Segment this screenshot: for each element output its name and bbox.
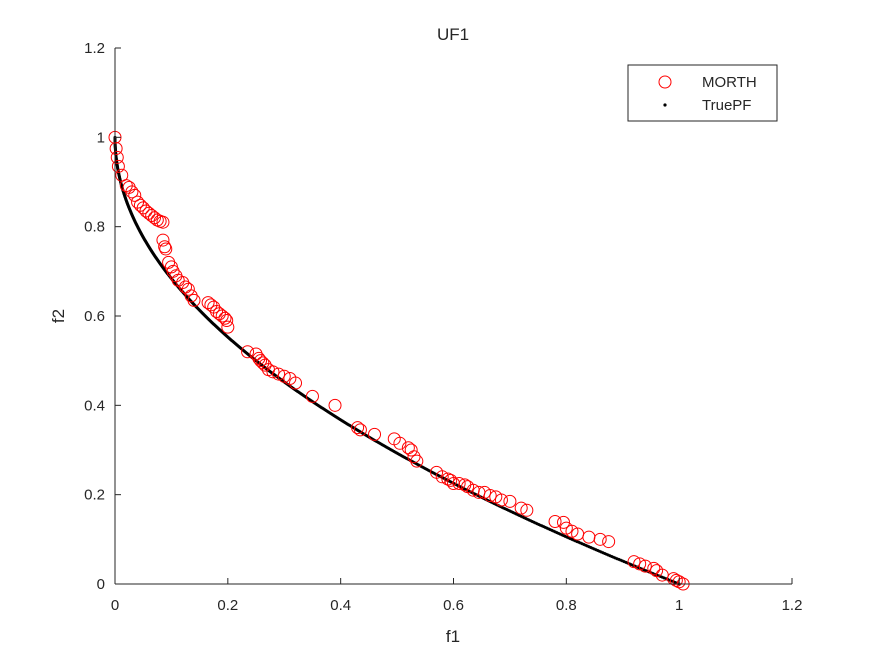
morth-point — [368, 427, 382, 441]
morth-point — [435, 470, 449, 484]
morth-point — [305, 389, 319, 403]
morth-point — [110, 150, 124, 164]
morth-point — [351, 421, 365, 435]
morth-point — [109, 142, 123, 155]
morth-point — [328, 398, 342, 412]
y-tick-label: 1 — [97, 129, 105, 146]
legend-marker-truepf — [663, 103, 667, 107]
y-tick-label: 0.6 — [84, 308, 105, 325]
morth-point — [220, 313, 234, 327]
morth-point — [221, 320, 235, 334]
morth-point — [627, 555, 641, 569]
morth-point — [407, 450, 421, 464]
morth-point — [647, 561, 661, 575]
morth-point — [447, 477, 460, 490]
x-tick-label: 0 — [111, 597, 119, 614]
y-axis-label: f2 — [49, 309, 68, 323]
morth-point — [520, 503, 534, 517]
y-tick-label: 0.2 — [84, 487, 105, 504]
morth-point — [272, 367, 286, 381]
chart-title: UF1 — [437, 25, 469, 44]
morth-point — [289, 376, 303, 390]
morth-point — [162, 255, 176, 269]
x-axis-label: f1 — [446, 627, 460, 646]
x-tick-label: 0.8 — [556, 597, 577, 614]
x-tick-label: 1.2 — [782, 597, 803, 614]
y-tick-label: 1.2 — [84, 40, 105, 57]
legend-label-morth: MORTH — [702, 74, 757, 91]
y-tick-label: 0 — [97, 576, 105, 593]
morth-point — [187, 293, 201, 307]
y-tick-label: 0.8 — [84, 219, 105, 236]
morth-point — [254, 354, 268, 368]
morth-point — [514, 501, 528, 515]
morth-point — [404, 443, 418, 457]
morth-point — [557, 515, 571, 529]
morth-point — [669, 573, 683, 587]
morth-point — [638, 559, 652, 573]
morth-point — [602, 535, 616, 549]
morth-point — [128, 188, 142, 202]
x-tick-label: 1 — [675, 597, 683, 614]
legend-marker-morth — [658, 75, 672, 89]
morth-point — [410, 454, 424, 468]
morth-point — [548, 514, 562, 528]
morth-point — [111, 159, 125, 173]
y-tick-label: 0.4 — [84, 397, 105, 414]
morth-point — [503, 494, 517, 508]
x-tick-label: 0.6 — [443, 597, 464, 614]
axes-layer: 0 0.2 0.4 0.6 0.8 1 1.2 0 0.2 0.4 0.6 0.8 1 1.2 — [84, 40, 802, 614]
morth-point — [593, 532, 607, 546]
legend-box — [627, 64, 778, 122]
morth-point — [156, 215, 170, 229]
morth-point — [444, 473, 458, 487]
morth-point — [258, 358, 272, 372]
x-tick-label: 0.4 — [330, 597, 351, 614]
morth-point — [393, 436, 407, 450]
morth-point — [633, 557, 647, 571]
morth-point — [159, 242, 173, 256]
morth-point — [672, 575, 686, 589]
morth-point — [353, 423, 367, 437]
morth-point — [218, 311, 232, 325]
morth-point — [215, 309, 229, 323]
morth-point — [158, 240, 172, 254]
morth-point — [452, 477, 466, 490]
morth-point — [483, 489, 497, 503]
morth-point — [277, 369, 291, 383]
morth-point — [150, 213, 164, 227]
morth-point — [181, 282, 195, 296]
morth-point — [241, 345, 255, 359]
morth-point — [184, 289, 198, 303]
series-layer — [108, 130, 690, 591]
morth-point — [565, 524, 579, 538]
x-tick-label: 0.2 — [217, 597, 238, 614]
legend: MORTH TruePF — [627, 64, 778, 122]
morth-point — [249, 347, 263, 361]
morth-point — [125, 185, 139, 199]
morth-point — [156, 233, 170, 247]
morth-point — [494, 493, 508, 507]
legend-label-truepf: TruePF — [702, 97, 751, 114]
morth-point — [266, 365, 280, 379]
